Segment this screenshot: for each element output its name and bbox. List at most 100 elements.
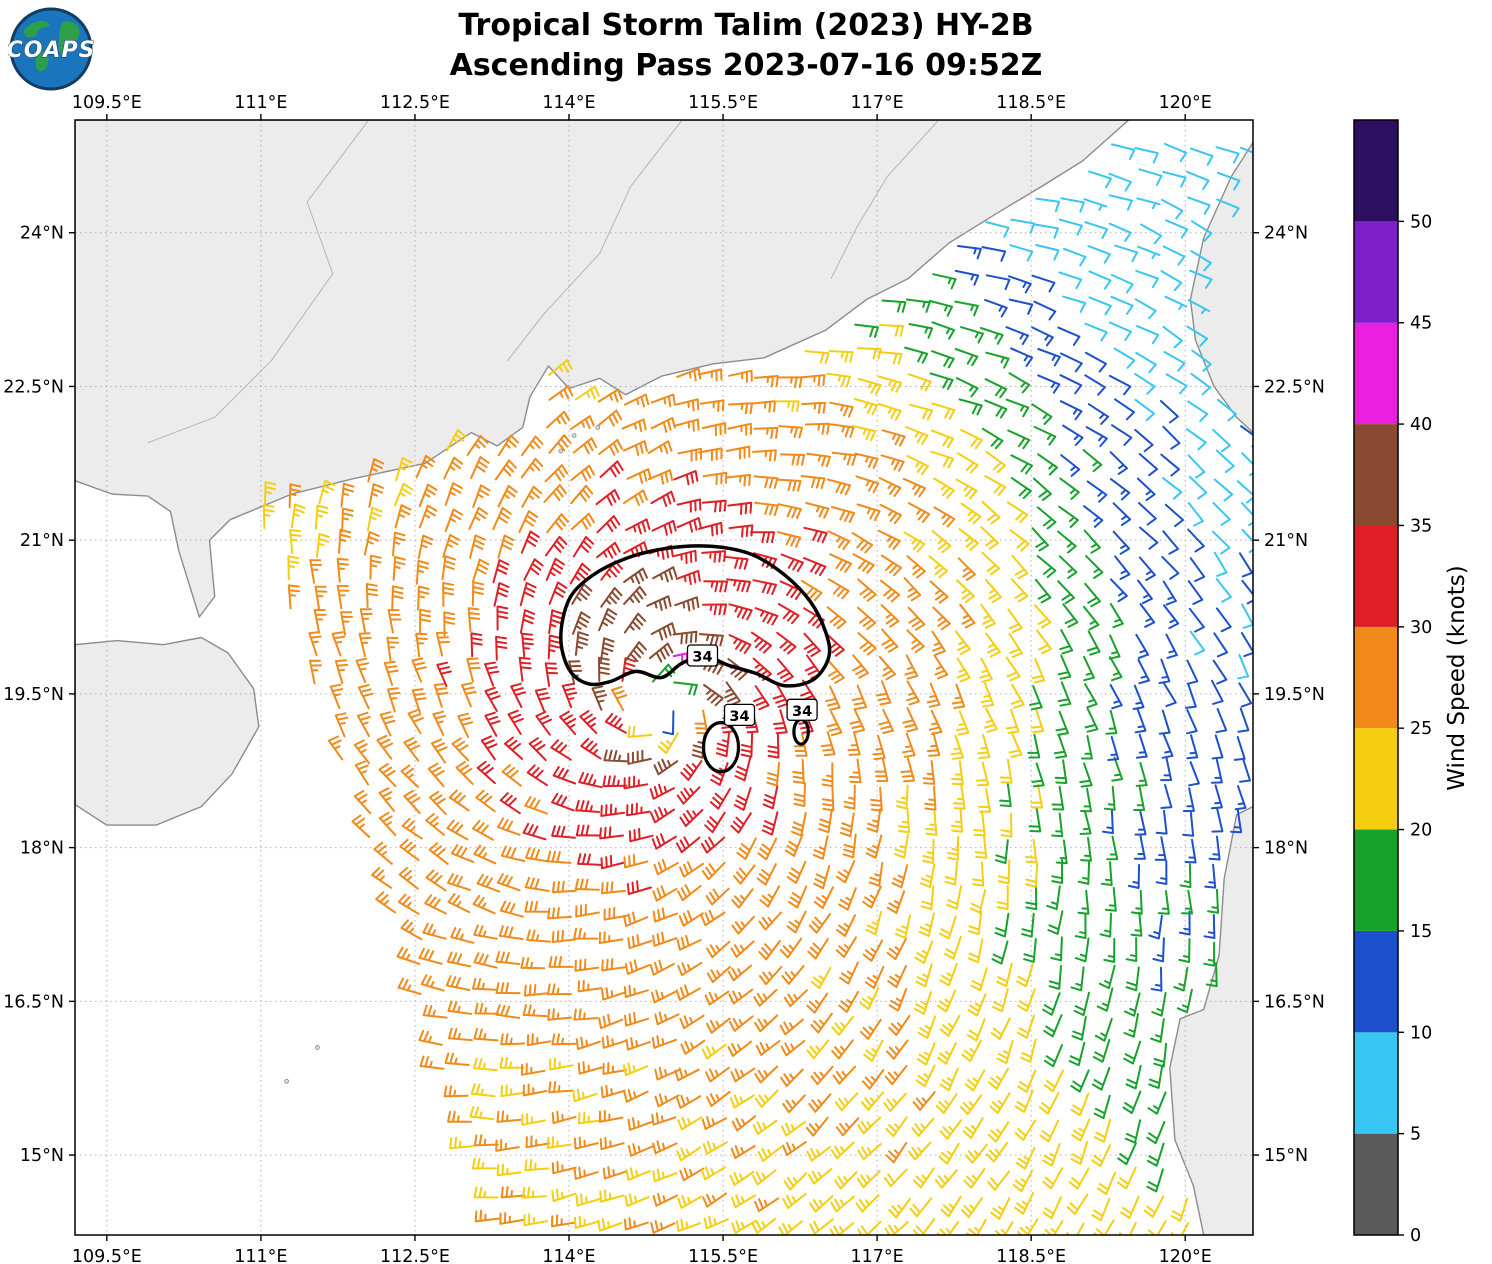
wind-barb [598, 1109, 624, 1123]
wind-barb [1176, 988, 1193, 1014]
wind-barb [803, 632, 821, 657]
wind-barb [990, 1017, 1011, 1040]
wind-barb [904, 346, 929, 364]
wind-barb [1008, 298, 1034, 315]
colorbar-segment-0-5 [1354, 1133, 1398, 1235]
wind-barb [783, 1172, 808, 1191]
wind-barb [334, 712, 349, 738]
wind-barb [400, 764, 420, 788]
wind-barb [704, 811, 726, 834]
wind-barb [936, 1221, 960, 1235]
wind-barb [1134, 398, 1155, 422]
wind-barb [753, 426, 779, 439]
wind-barb [788, 885, 808, 909]
wind-barb [934, 1169, 958, 1189]
wind-barb [750, 531, 775, 544]
wind-barb [783, 989, 808, 1008]
wind-barb [838, 990, 859, 1013]
wind-barb [755, 1040, 781, 1056]
wind-barb [1160, 756, 1173, 782]
wind-barb [1182, 811, 1195, 837]
wind-barb [1093, 1094, 1111, 1120]
wind-barb [546, 513, 569, 534]
wind-barb [1187, 454, 1206, 479]
wind-barb [860, 1018, 882, 1040]
wind-barb [595, 489, 621, 506]
wind-barb [547, 906, 572, 920]
wind-barb [572, 536, 595, 558]
wind-barb [1122, 1090, 1142, 1114]
wind-barb [1216, 198, 1240, 218]
gale-radius-label-box [723, 703, 756, 727]
wind-barb [1190, 220, 1213, 242]
wind-barb [1111, 756, 1124, 782]
wind-barb [866, 808, 882, 833]
wind-barb [848, 758, 862, 784]
wind-barb [810, 966, 832, 990]
wind-barb [724, 681, 741, 707]
wind-barb [1087, 403, 1110, 425]
wind-barb [602, 1166, 628, 1180]
wind-barb [981, 246, 1007, 262]
wind-barb [827, 659, 845, 684]
wind-barb [981, 500, 1001, 525]
wind-barb [939, 1119, 963, 1140]
wind-barb [621, 418, 647, 433]
wind-barb [504, 736, 524, 760]
wind-barb [784, 833, 804, 857]
wind-barb [715, 732, 730, 758]
wind-barb [1135, 762, 1148, 787]
wind-barb [1109, 603, 1124, 629]
wind-barb [467, 607, 481, 633]
wind-barb [1137, 579, 1153, 605]
x-tick-label-bottom: 117°E [850, 1247, 903, 1264]
wind-barb [525, 847, 550, 863]
wind-barb [883, 1092, 907, 1112]
y-tick-label-left: 18°N [20, 839, 64, 859]
wind-barb [972, 861, 985, 887]
wind-barb [1084, 351, 1107, 373]
x-tick-label-top: 111°E [234, 93, 287, 113]
wind-barb [652, 566, 678, 583]
wind-barb [728, 603, 753, 621]
wind-barb [806, 1146, 832, 1162]
wind-barb [731, 1220, 757, 1234]
wind-barb [623, 1217, 649, 1231]
wind-barb [626, 802, 651, 817]
wind-barb [314, 504, 329, 530]
wind-barb [1010, 477, 1032, 500]
wind-barb [800, 579, 823, 602]
wind-barb [879, 324, 904, 337]
admin-border [507, 120, 683, 362]
wind-barb [1113, 347, 1136, 369]
wind-barb [573, 1008, 599, 1021]
wind-barb [597, 409, 623, 427]
wind-barb [736, 837, 757, 860]
wind-barb [881, 299, 907, 313]
wind-barb [963, 1167, 986, 1189]
y-tick-label-left: 22.5°N [3, 377, 64, 397]
wind-barb [1134, 810, 1147, 836]
wind-barb [455, 761, 474, 785]
wind-barb [810, 1065, 834, 1086]
wind-barb [471, 581, 485, 607]
wind-barb [447, 873, 471, 891]
wind-barb [551, 929, 577, 943]
wind-barb [448, 1027, 473, 1042]
wind-barb [1230, 808, 1243, 834]
wind-barb [1114, 555, 1131, 580]
wind-barb [952, 784, 966, 810]
wind-barb [1015, 1146, 1036, 1170]
wind-barb [1108, 172, 1132, 192]
wind-barb [308, 631, 322, 657]
colorbar-frame [1353, 119, 1399, 1236]
wind-barb [601, 958, 626, 972]
wind-barb [1084, 322, 1108, 342]
wind-barb [572, 611, 591, 635]
wind-barb [1160, 453, 1180, 477]
wind-barb [881, 628, 899, 653]
wind-barb [561, 683, 578, 709]
wind-barb [880, 604, 900, 628]
wind-barb [870, 786, 883, 812]
wind-barb [753, 989, 778, 1007]
